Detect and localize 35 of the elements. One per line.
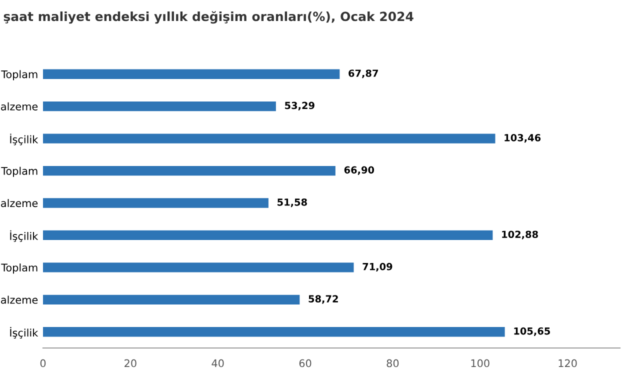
y-tick-label: Toplam: [1, 263, 38, 274]
data-label: 67,87: [348, 70, 378, 78]
data-label: 53,29: [285, 102, 314, 110]
bar: [43, 230, 493, 240]
x-tick-label: 0: [40, 359, 46, 368]
bar: [43, 327, 505, 337]
y-tick-label: Toplam: [1, 166, 38, 177]
y-tick-label: alzeme: [1, 102, 38, 110]
bar: [43, 134, 496, 144]
bar: [43, 102, 276, 112]
bar: [43, 198, 268, 208]
y-tick-label: Toplam: [1, 70, 38, 80]
data-label: 66,90: [344, 166, 374, 175]
x-tick-label: 40: [212, 359, 224, 368]
data-label: 102,88: [502, 230, 538, 240]
bar: [43, 294, 300, 304]
y-tick-label: alzeme: [1, 296, 38, 304]
x-tick-label: 80: [386, 359, 399, 368]
chart-title: şaat maliyet endeksi yıllık değişim oranları(%), Ocak 2024: [4, 11, 414, 24]
x-tick-label: 60: [299, 359, 312, 368]
y-tick-label: İşçilik: [10, 134, 38, 146]
bar: [43, 166, 336, 176]
bar: [43, 262, 354, 272]
x-tick-label: 100: [471, 359, 490, 368]
data-label: 51,58: [278, 198, 307, 208]
x-tick-label: 120: [558, 359, 577, 368]
data-label: 71,09: [362, 262, 392, 272]
bar: [43, 69, 340, 79]
y-tick-label: alzeme: [1, 199, 38, 208]
y-tick-label: İşçilik: [10, 327, 38, 339]
y-tick-label: İşçilik: [10, 230, 38, 242]
data-label: 58,72: [308, 295, 338, 304]
x-tick-label: 20: [124, 359, 136, 368]
data-label: 103,46: [504, 134, 541, 143]
data-label: 105,65: [514, 327, 550, 336]
